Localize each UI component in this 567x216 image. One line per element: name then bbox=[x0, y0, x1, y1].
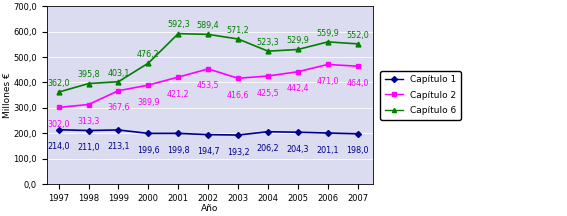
Text: 559,9: 559,9 bbox=[316, 29, 339, 38]
Text: 367,6: 367,6 bbox=[107, 103, 130, 112]
Text: 523,3: 523,3 bbox=[257, 38, 280, 47]
Text: 421,2: 421,2 bbox=[167, 90, 189, 99]
Text: 529,9: 529,9 bbox=[286, 36, 310, 45]
Text: 206,2: 206,2 bbox=[257, 144, 280, 153]
Text: 416,6: 416,6 bbox=[227, 91, 249, 100]
Text: 199,8: 199,8 bbox=[167, 146, 189, 155]
Text: 204,3: 204,3 bbox=[287, 145, 309, 154]
Legend: Capítulo 1, Capítulo 2, Capítulo 6: Capítulo 1, Capítulo 2, Capítulo 6 bbox=[380, 71, 461, 119]
Text: 389,9: 389,9 bbox=[137, 98, 160, 106]
Text: 198,0: 198,0 bbox=[346, 146, 369, 155]
Text: 194,7: 194,7 bbox=[197, 147, 219, 156]
Y-axis label: Millones €: Millones € bbox=[3, 72, 12, 118]
Text: 589,4: 589,4 bbox=[197, 21, 219, 30]
Text: 395,8: 395,8 bbox=[77, 70, 100, 79]
Text: 476,2: 476,2 bbox=[137, 50, 160, 59]
Text: 571,2: 571,2 bbox=[227, 26, 249, 35]
Text: 362,0: 362,0 bbox=[48, 79, 70, 88]
Text: 403,1: 403,1 bbox=[107, 68, 130, 78]
Text: 471,0: 471,0 bbox=[316, 77, 339, 86]
Text: 199,6: 199,6 bbox=[137, 146, 160, 155]
Text: 425,5: 425,5 bbox=[257, 89, 280, 97]
Text: 201,1: 201,1 bbox=[316, 146, 339, 154]
Text: 453,5: 453,5 bbox=[197, 81, 219, 91]
Text: 552,0: 552,0 bbox=[346, 31, 369, 40]
Text: 193,2: 193,2 bbox=[227, 148, 249, 157]
Text: 302,0: 302,0 bbox=[48, 120, 70, 129]
Text: 592,3: 592,3 bbox=[167, 21, 189, 29]
Text: 214,0: 214,0 bbox=[48, 142, 70, 151]
Text: 211,0: 211,0 bbox=[77, 143, 100, 152]
Text: 464,0: 464,0 bbox=[346, 79, 369, 88]
Text: 442,4: 442,4 bbox=[287, 84, 309, 93]
Text: 313,3: 313,3 bbox=[77, 117, 100, 126]
Text: 213,1: 213,1 bbox=[107, 143, 130, 151]
X-axis label: Año: Año bbox=[201, 204, 218, 213]
